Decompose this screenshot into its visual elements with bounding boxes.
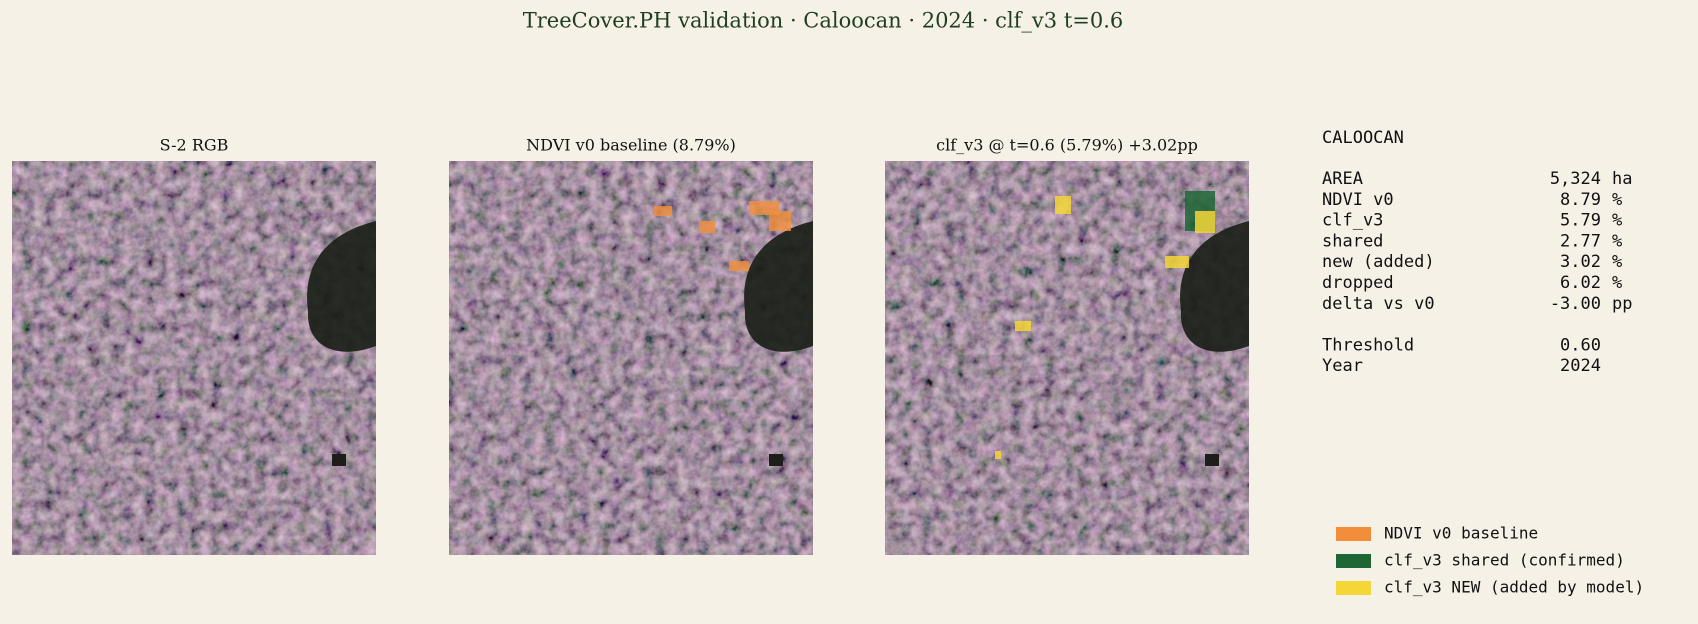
model-patch	[1195, 211, 1215, 233]
stat-value: 2.77	[1560, 231, 1601, 251]
dark-block	[1205, 454, 1219, 466]
model-patch	[1015, 321, 1031, 331]
lake	[307, 221, 376, 352]
stat-label: new (added)	[1322, 252, 1435, 272]
setting-label: Year	[1322, 356, 1363, 376]
figure-title: TreeCover.PH validation · Caloocan · 202…	[523, 9, 1124, 33]
stat-value: -3.00	[1550, 294, 1601, 314]
stat-value: 3.02	[1560, 252, 1601, 272]
stat-unit: ha	[1612, 169, 1632, 189]
ndvi-patch	[699, 221, 715, 233]
stat-value: 5.79	[1560, 211, 1601, 231]
image-texture	[449, 161, 813, 555]
model-patch	[995, 451, 1001, 459]
lake	[1180, 221, 1249, 352]
stat-unit: %	[1612, 252, 1622, 272]
stat-value: 6.02	[1560, 273, 1601, 293]
stat-unit: %	[1612, 190, 1622, 210]
stat-label: dropped	[1322, 273, 1394, 293]
stat-unit: pp	[1612, 294, 1632, 314]
stat-label: clf_v3	[1322, 211, 1383, 231]
image-texture	[12, 161, 376, 555]
dark-block	[332, 454, 346, 466]
legend-swatch	[1336, 581, 1371, 595]
stat-unit: %	[1612, 231, 1622, 251]
model-patch	[1165, 256, 1189, 268]
stat-label: shared	[1322, 231, 1383, 251]
stat-unit: %	[1612, 273, 1622, 293]
panel-title: clf_v3 @ t=0.6 (5.79%) +3.02pp	[936, 136, 1198, 155]
model-patch	[1055, 196, 1071, 214]
legend-label: clf_v3 NEW (added by model)	[1384, 578, 1644, 597]
stats-heading: CALOOCAN	[1322, 128, 1404, 148]
ndvi-patch	[769, 211, 791, 231]
ndvi-patch	[654, 206, 672, 216]
panel-title: S-2 RGB	[160, 136, 229, 155]
panel-title: NDVI v0 baseline (8.79%)	[526, 136, 736, 155]
setting-label: Threshold	[1322, 335, 1414, 355]
dark-block	[769, 454, 783, 466]
stat-label: AREA	[1322, 169, 1363, 189]
legend-label: clf_v3 shared (confirmed)	[1384, 551, 1625, 570]
stat-value: 8.79	[1560, 190, 1601, 210]
satellite-image	[449, 161, 813, 555]
ndvi-patch	[729, 261, 749, 271]
satellite-image	[885, 161, 1249, 555]
legend-label: NDVI v0 baseline	[1384, 524, 1538, 543]
setting-value: 0.60	[1560, 335, 1601, 355]
lake	[744, 221, 813, 352]
satellite-image	[12, 161, 376, 555]
stat-unit: %	[1612, 211, 1622, 231]
setting-value: 2024	[1560, 356, 1601, 376]
stat-label: NDVI v0	[1322, 190, 1394, 210]
legend-swatch	[1336, 527, 1371, 541]
stat-label: delta vs v0	[1322, 294, 1435, 314]
legend-swatch	[1336, 554, 1371, 568]
stat-value: 5,324	[1550, 169, 1601, 189]
